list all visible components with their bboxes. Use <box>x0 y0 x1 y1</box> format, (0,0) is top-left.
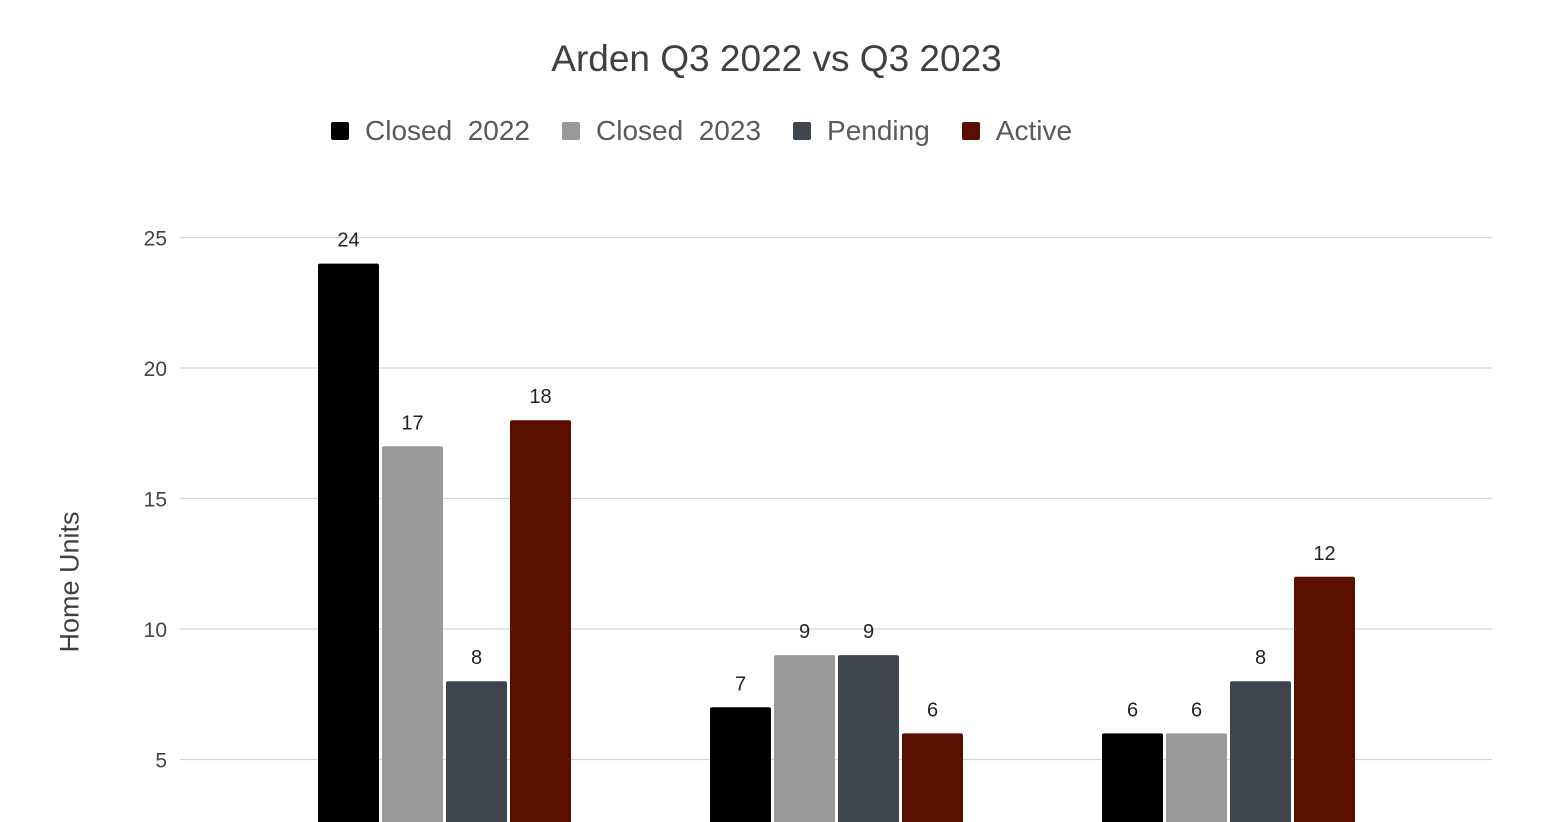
bar[interactable] <box>838 655 899 822</box>
data-label: 6 <box>1127 699 1138 721</box>
chart-legend: Closed 2022 Closed 2023 Pending Active <box>331 114 1104 148</box>
legend-item[interactable]: Closed 2023 <box>562 115 761 147</box>
data-label: 17 <box>401 412 423 434</box>
data-label: 7 <box>735 673 746 695</box>
y-tick-label: 15 <box>144 489 167 512</box>
bar[interactable] <box>510 420 571 822</box>
bar[interactable] <box>1294 576 1355 822</box>
bar[interactable] <box>902 733 963 822</box>
y-tick-label: 5 <box>155 750 167 773</box>
data-label: 6 <box>1191 699 1202 721</box>
data-label: 9 <box>799 621 810 643</box>
legend-label: Active <box>995 115 1073 146</box>
bar[interactable] <box>774 655 835 822</box>
legend-label: Pending <box>827 115 930 146</box>
legend-label: Closed 2023 <box>596 115 762 146</box>
legend-item[interactable]: Active <box>961 115 1073 147</box>
legend-item[interactable]: Closed 2022 <box>331 115 530 147</box>
bar[interactable] <box>318 263 379 822</box>
bar[interactable] <box>710 707 771 822</box>
bar[interactable] <box>1166 733 1227 822</box>
data-label: 8 <box>1255 647 1266 669</box>
bar[interactable] <box>1102 733 1163 822</box>
y-tick-label: 25 <box>144 228 167 251</box>
legend-swatch <box>562 122 581 140</box>
data-label: 6 <box>927 699 938 721</box>
data-label: 24 <box>337 230 359 252</box>
data-label: 18 <box>529 386 551 408</box>
legend-item[interactable]: Pending <box>793 115 930 147</box>
y-tick-label: 10 <box>144 619 167 642</box>
data-label: 9 <box>863 621 874 643</box>
bar[interactable] <box>382 446 443 822</box>
bar[interactable] <box>446 681 507 822</box>
bar[interactable] <box>1230 681 1291 822</box>
legend-swatch <box>961 122 980 140</box>
chart-title: Arden Q3 2022 vs Q3 2023 <box>551 38 1002 79</box>
data-label: 8 <box>471 647 482 669</box>
data-label: 12 <box>1313 543 1335 565</box>
legend-label: Closed 2022 <box>365 115 531 146</box>
legend-swatch <box>793 122 812 140</box>
y-tick-label: 20 <box>144 358 167 381</box>
legend-swatch <box>331 122 349 140</box>
